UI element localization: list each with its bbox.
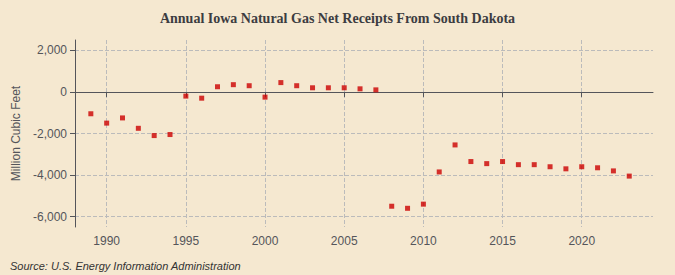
svg-text:2020: 2020 — [568, 234, 595, 248]
svg-text:0: 0 — [60, 85, 67, 99]
svg-text:1995: 1995 — [172, 234, 199, 248]
svg-text:2,000: 2,000 — [37, 43, 67, 57]
svg-text:Annual Iowa Natural Gas Net Re: Annual Iowa Natural Gas Net Receipts Fro… — [160, 11, 515, 26]
svg-text:1990: 1990 — [93, 234, 120, 248]
svg-text:2015: 2015 — [489, 234, 516, 248]
svg-text:2010: 2010 — [410, 234, 437, 248]
svg-text:-4,000: -4,000 — [33, 168, 67, 182]
svg-text:Source: U.S. Energy Informatio: Source: U.S. Energy Information Administ… — [10, 260, 241, 272]
svg-text:Million Cubic Feet: Million Cubic Feet — [9, 85, 23, 181]
svg-text:2000: 2000 — [252, 234, 279, 248]
svg-text:-6,000: -6,000 — [33, 210, 67, 224]
svg-text:2005: 2005 — [331, 234, 358, 248]
svg-text:-2,000: -2,000 — [33, 127, 67, 141]
